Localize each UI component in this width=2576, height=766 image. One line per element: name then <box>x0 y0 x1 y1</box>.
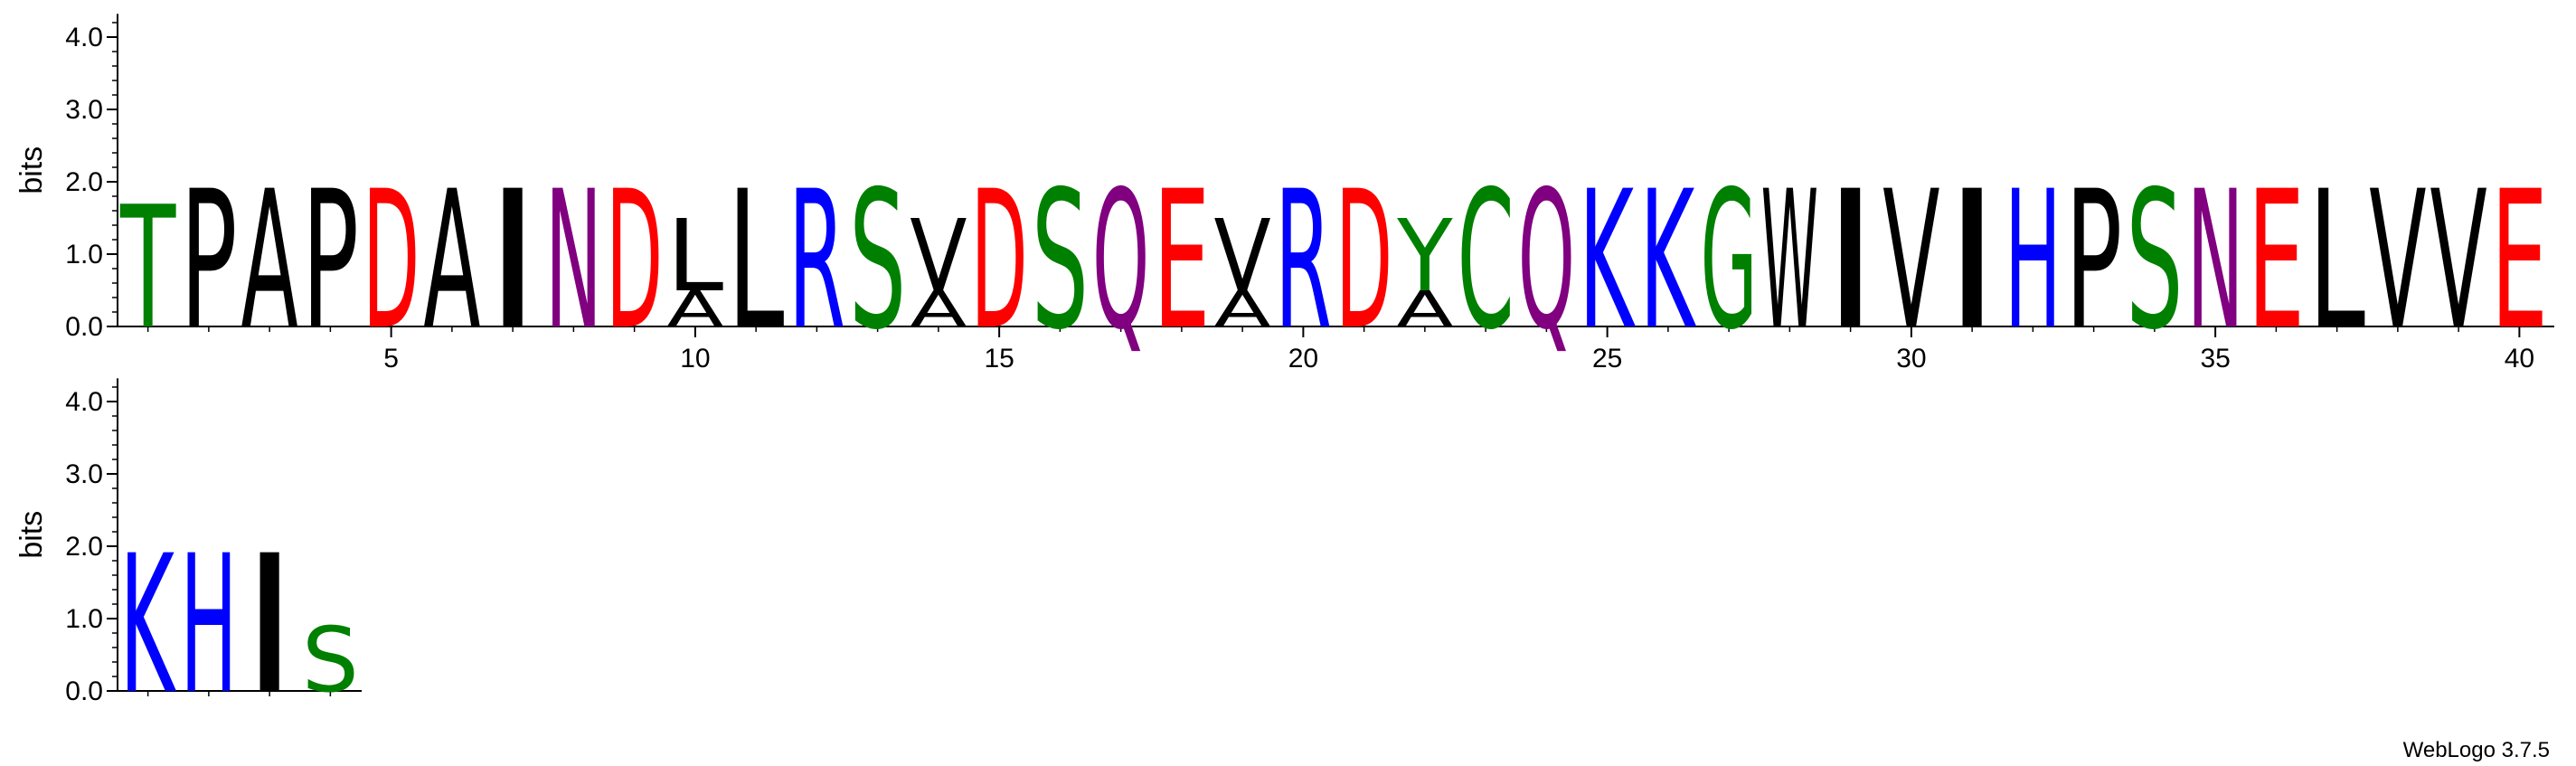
logo-letter-h: H <box>180 514 237 736</box>
logo-letter-v: V <box>2430 151 2487 373</box>
y-tick-label: 1.0 <box>65 604 103 634</box>
logo-letter-d: D <box>606 150 663 372</box>
logo-letter-v: V <box>2369 151 2426 373</box>
y-axis-label: bits <box>14 511 49 559</box>
x-tick-label: 10 <box>680 344 710 374</box>
logo-letter-a: A <box>1214 280 1271 338</box>
logo-letter-a: A <box>910 280 967 338</box>
x-tick-label: 20 <box>1288 344 1318 374</box>
x-tick-label: 15 <box>984 344 1014 374</box>
x-tick-label: 25 <box>1592 344 1622 374</box>
logo-letter-k: K <box>1639 151 1696 372</box>
logo-letter-y: Y <box>1396 198 1453 314</box>
logo-letter-v: V <box>1214 198 1271 314</box>
y-tick-label: 3.0 <box>65 95 103 125</box>
logo-letter-i: I <box>241 515 298 737</box>
logo-letter-r: R <box>788 152 845 373</box>
y-tick-label: 4.0 <box>65 23 103 52</box>
logo-letter-i: I <box>485 151 542 373</box>
logo-letter-d: D <box>363 150 420 372</box>
logo-letter-e: E <box>2248 150 2305 372</box>
y-tick-label: 0.0 <box>65 676 103 706</box>
logo-letter-a: A <box>1396 280 1453 338</box>
logo-letter-d: D <box>971 150 1028 372</box>
x-tick-label: 30 <box>1896 344 1926 374</box>
logo-letter-w: W <box>1761 150 1818 372</box>
logo-letter-d: D <box>1335 150 1392 372</box>
logo-letter-c: C <box>1458 151 1514 372</box>
logo-letter-h: H <box>2005 149 2062 372</box>
x-tick-label: 40 <box>2505 344 2534 374</box>
logo-letter-a: A <box>241 151 298 373</box>
logo-letter-s: S <box>2126 149 2183 371</box>
y-tick-label: 2.0 <box>65 532 103 562</box>
y-tick-label: 0.0 <box>65 312 103 342</box>
logo-letter-a: A <box>666 280 723 338</box>
logo-letter-v: V <box>1882 151 1939 373</box>
y-tick-label: 3.0 <box>65 459 103 489</box>
x-tick-label: 5 <box>383 344 399 374</box>
logo-letter-a: A <box>423 151 480 373</box>
logo-letter-e: E <box>2491 150 2548 372</box>
x-tick-label: 35 <box>2200 344 2230 374</box>
logo-letter-s: S <box>849 149 906 371</box>
logo-letter-r: R <box>1275 152 1332 373</box>
logo-letter-v: V <box>910 198 967 314</box>
logo-letter-s: S <box>1032 149 1089 371</box>
logo-letter-t: T <box>119 171 175 367</box>
logo-letter-l: L <box>666 200 723 315</box>
logo-letter-q: Q <box>1092 149 1149 372</box>
logo-letter-n: N <box>545 149 602 371</box>
logo-letter-k: K <box>119 515 176 736</box>
logo-letter-i: I <box>1822 151 1879 373</box>
logo-letter-l: L <box>728 149 785 371</box>
logo-letter-p: P <box>302 151 359 372</box>
logo-letter-n: N <box>2187 149 2244 371</box>
logo-letter-g: G <box>1701 150 1758 372</box>
logo-letter-p: P <box>2065 151 2122 372</box>
logo-letter-s: S <box>302 609 359 712</box>
weblogo-version-label: WebLogo 3.7.5 <box>2403 738 2550 762</box>
logo-letter-p: P <box>180 151 237 372</box>
logo-row-2: 0.0 1.0 2.0 3.0 4.0 bits K H I S <box>14 378 362 737</box>
logo-letter-l: L <box>2308 149 2365 371</box>
y-tick-label: 1.0 <box>65 240 103 270</box>
y-tick-label: 2.0 <box>65 167 103 197</box>
logo-letter-i: I <box>1944 151 2001 373</box>
logo-letter-e: E <box>1153 150 1210 372</box>
y-axis-label: bits <box>14 147 49 194</box>
y-tick-label: 4.0 <box>65 387 103 417</box>
logo-letter-k: K <box>1579 151 1636 372</box>
logo-letter-q: Q <box>1518 149 1575 372</box>
